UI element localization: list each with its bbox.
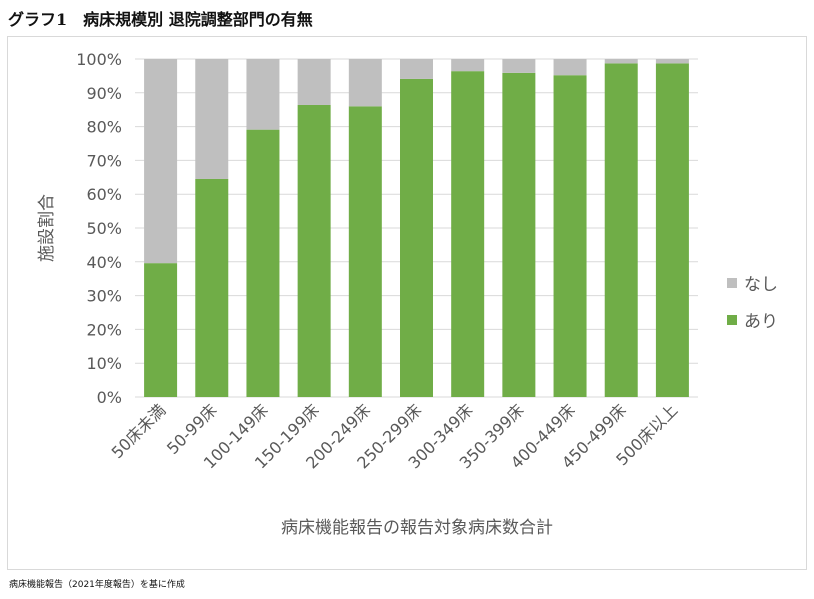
y-tick-label: 100% <box>76 50 122 69</box>
y-tick-label: 50% <box>86 219 122 238</box>
y-tick-label: 30% <box>86 287 122 306</box>
bar-ari <box>604 63 638 397</box>
bar-ari <box>144 263 178 397</box>
bar-ari <box>348 106 382 397</box>
bar-nashi <box>400 59 433 79</box>
y-tick-label: 90% <box>86 84 122 103</box>
chart-title: グラフ1 病床規模別 退院調整部門の有無 <box>8 10 313 29</box>
bar-ari <box>246 129 280 397</box>
y-axis-title: 施設割合 <box>37 194 57 262</box>
bar-ari <box>195 178 229 397</box>
y-tick-label: 80% <box>86 118 122 137</box>
bar-nashi <box>655 59 689 64</box>
bar-nashi <box>348 59 382 107</box>
chart-frame <box>7 36 807 570</box>
legend-label: あり <box>744 312 778 332</box>
bar-ari <box>655 63 689 397</box>
bar-nashi <box>553 59 587 76</box>
legend-swatch <box>727 278 737 288</box>
bar-ari <box>451 71 485 397</box>
bar-nashi <box>502 59 536 73</box>
legend-swatch <box>727 315 737 325</box>
bar-nashi <box>195 59 229 179</box>
source-note: 病床機能報告（2021年度報告）を基に作成 <box>9 580 185 590</box>
bar-nashi <box>246 59 280 130</box>
bar-nashi <box>604 59 638 64</box>
y-tick-label: 60% <box>86 185 122 204</box>
y-tick-label: 40% <box>86 253 122 272</box>
bar-ari <box>297 104 331 397</box>
bar-nashi <box>144 59 178 264</box>
y-tick-label: 20% <box>86 320 122 339</box>
x-tick-label: 50床未満 <box>108 400 170 462</box>
y-tick-label: 10% <box>86 354 122 373</box>
bar-nashi <box>451 59 485 72</box>
bar-nashi <box>297 59 331 105</box>
y-tick-label: 0% <box>97 388 122 407</box>
bar-ari <box>400 78 433 397</box>
bar-ari <box>502 72 536 397</box>
y-tick-label: 70% <box>86 151 122 170</box>
bar-ari <box>553 75 587 397</box>
x-axis-title: 病床機能報告の報告対象病床数合計 <box>281 518 553 538</box>
legend-label: なし <box>744 275 778 295</box>
